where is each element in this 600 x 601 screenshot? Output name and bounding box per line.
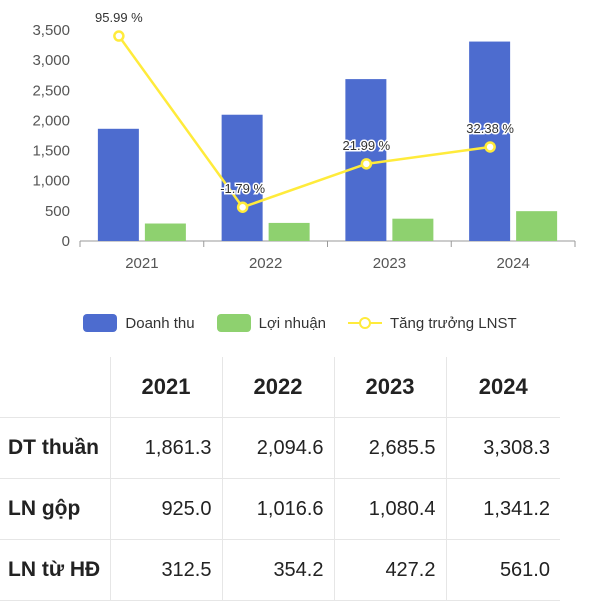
chart-legend: Doanh thu Lợi nhuận Tăng trưởng LNST <box>0 308 600 338</box>
y-tick-label: 2,500 <box>32 82 70 99</box>
legend-item-revenue[interactable]: Doanh thu <box>83 314 195 332</box>
growth-data-label: 21.99 % <box>343 138 391 153</box>
table-cell: 925.0 <box>109 478 222 540</box>
y-tick-label: 0 <box>62 233 70 250</box>
combo-chart: 0 500 1,000 1,500 2,000 2,500 3,000 3,500 2021 20… <box>32 9 576 272</box>
y-tick-label: 1,500 <box>32 143 70 160</box>
legend-swatch-profit <box>216 314 251 332</box>
table-row: LN gộp 925.0 1,016.6 1,080.4 1,341.2 <box>0 478 560 540</box>
y-tick-label: 2,000 <box>32 112 70 129</box>
table-cell: 1,016.6 <box>221 478 334 540</box>
row-label: DT thuần <box>0 417 110 479</box>
legend-item-growth[interactable]: Tăng trưởng LNST <box>348 314 517 332</box>
bar-profit <box>268 222 310 241</box>
growth-data-label: 95.99 % <box>95 10 143 25</box>
table-cell: 2,685.5 <box>333 417 446 479</box>
growth-data-label: 32.38 % <box>466 121 514 136</box>
growth-point <box>113 30 125 42</box>
bar-profit <box>516 211 558 241</box>
x-tick-label: 2023 <box>373 255 406 272</box>
x-tick-label: 2024 <box>496 255 529 272</box>
x-tick-label: 2021 <box>125 255 158 272</box>
legend-label-growth: Tăng trưởng LNST <box>390 314 517 332</box>
table-header-row: 2021 2022 2023 2024 <box>0 357 560 418</box>
legend-item-profit[interactable]: Lợi nhuận <box>216 314 327 332</box>
table-header-year: 2023 <box>333 357 446 418</box>
row-label: LN gộp <box>0 478 110 540</box>
y-tick-label: 3,500 <box>32 22 70 39</box>
table-cell: 3,308.3 <box>445 417 560 479</box>
growth-point <box>484 141 496 153</box>
table-row: DT thuần 1,861.3 2,094.6 2,685.5 3,308.3 <box>0 417 560 479</box>
legend-swatch-growth <box>348 314 383 332</box>
growth-data-label: -1.79 % <box>220 181 265 196</box>
table-cell: 2,094.6 <box>221 417 334 479</box>
table-cell: 354.2 <box>221 539 334 601</box>
legend-swatch-revenue <box>83 314 118 332</box>
y-tick-label: 500 <box>45 203 70 220</box>
table-header-year: 2021 <box>109 357 222 418</box>
table-header-year: 2022 <box>221 357 334 418</box>
legend-label-profit: Lợi nhuận <box>258 314 327 332</box>
table-cell: 312.5 <box>109 539 222 601</box>
legend-label-revenue: Doanh thu <box>125 314 195 332</box>
bar-profit <box>144 223 186 241</box>
y-tick-label: 1,000 <box>32 173 70 190</box>
growth-line <box>117 35 491 209</box>
table-cell: 1,861.3 <box>109 417 222 479</box>
table-cell: 561.0 <box>445 539 560 601</box>
growth-point <box>360 158 373 170</box>
financial-table: 2021 2022 2023 2024 DT thuần 1,861.3 2,0… <box>0 357 560 601</box>
row-label: LN từ HĐ <box>0 539 110 601</box>
growth-point <box>236 201 249 213</box>
bar-revenue <box>97 128 139 241</box>
table-header-corner <box>0 357 110 418</box>
table-cell: 427.2 <box>333 539 446 601</box>
bar-revenue <box>221 114 263 241</box>
y-tick-label: 3,000 <box>32 52 70 69</box>
table-row: LN từ HĐ 312.5 354.2 427.2 561.0 <box>0 539 560 601</box>
bar-profit <box>392 218 434 241</box>
table-cell: 1,080.4 <box>333 478 446 540</box>
table-header-year: 2024 <box>445 357 560 418</box>
table-cell: 1,341.2 <box>445 478 560 540</box>
x-tick-label: 2022 <box>249 255 282 272</box>
